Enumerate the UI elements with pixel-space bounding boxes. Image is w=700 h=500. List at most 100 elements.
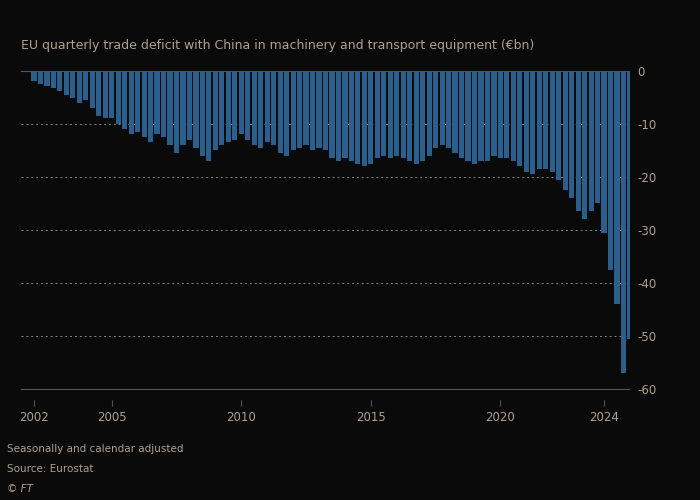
Bar xyxy=(640,70,645,302)
Bar xyxy=(349,70,354,161)
Bar xyxy=(44,70,50,86)
Bar xyxy=(116,70,121,124)
Bar xyxy=(660,70,665,225)
Bar xyxy=(368,70,373,164)
Bar xyxy=(141,70,147,137)
Bar xyxy=(679,70,685,81)
Bar xyxy=(595,70,600,204)
Bar xyxy=(485,70,490,161)
Bar xyxy=(284,70,289,156)
Bar xyxy=(70,70,76,98)
Bar xyxy=(466,70,470,161)
Bar xyxy=(206,70,211,161)
Bar xyxy=(57,70,62,91)
Bar xyxy=(245,70,251,140)
Bar xyxy=(582,70,587,220)
Bar xyxy=(161,70,166,137)
Bar xyxy=(32,70,36,81)
Bar xyxy=(187,70,192,140)
Bar xyxy=(193,70,199,148)
Bar xyxy=(446,70,452,148)
Bar xyxy=(258,70,263,148)
Bar xyxy=(122,70,127,129)
Bar xyxy=(426,70,432,156)
Bar xyxy=(382,70,386,156)
Bar xyxy=(51,70,56,88)
Bar xyxy=(290,70,295,150)
Bar xyxy=(608,70,613,270)
Bar xyxy=(148,70,153,142)
Bar xyxy=(362,70,367,166)
Bar xyxy=(174,70,179,153)
Bar xyxy=(83,70,88,100)
Bar xyxy=(647,70,652,275)
Bar xyxy=(634,70,639,323)
Bar xyxy=(517,70,522,166)
Bar xyxy=(356,70,360,164)
Bar xyxy=(64,70,69,94)
Text: EU quarterly trade deficit with China in machinery and transport equipment (€bn): EU quarterly trade deficit with China in… xyxy=(21,39,534,52)
Bar xyxy=(491,70,496,156)
Bar xyxy=(472,70,477,164)
Bar xyxy=(524,70,529,172)
Bar xyxy=(452,70,458,153)
Bar xyxy=(336,70,341,161)
Bar xyxy=(621,70,626,374)
Bar xyxy=(556,70,561,180)
Bar xyxy=(199,70,205,156)
Bar xyxy=(297,70,302,148)
Bar xyxy=(394,70,400,156)
Bar xyxy=(388,70,393,158)
Text: Seasonally and calendar adjusted: Seasonally and calendar adjusted xyxy=(7,444,183,454)
Bar xyxy=(316,70,321,148)
Bar xyxy=(569,70,574,198)
Bar xyxy=(109,70,114,118)
Bar xyxy=(330,70,335,158)
Bar xyxy=(374,70,380,158)
Bar xyxy=(407,70,412,161)
Bar xyxy=(459,70,464,158)
Bar xyxy=(433,70,438,148)
Bar xyxy=(653,70,659,246)
Bar xyxy=(601,70,607,233)
Bar xyxy=(129,70,134,134)
Bar xyxy=(135,70,140,132)
Bar xyxy=(232,70,237,140)
Bar xyxy=(627,70,633,339)
Bar xyxy=(219,70,225,145)
Bar xyxy=(414,70,419,164)
Bar xyxy=(323,70,328,150)
Bar xyxy=(673,70,678,188)
Text: © FT: © FT xyxy=(7,484,33,494)
Bar xyxy=(310,70,315,150)
Bar xyxy=(550,70,555,172)
Bar xyxy=(103,70,108,118)
Bar xyxy=(589,70,594,212)
Bar xyxy=(498,70,503,158)
Bar xyxy=(38,70,43,84)
Bar xyxy=(278,70,283,153)
Bar xyxy=(420,70,426,161)
Bar xyxy=(615,70,620,304)
Bar xyxy=(537,70,542,169)
Bar xyxy=(563,70,568,190)
Bar xyxy=(265,70,270,142)
Text: Source: Eurostat: Source: Eurostat xyxy=(7,464,94,474)
Bar xyxy=(239,70,244,134)
Bar xyxy=(478,70,484,161)
Bar xyxy=(90,70,95,108)
Bar xyxy=(440,70,444,145)
Bar xyxy=(251,70,257,145)
Bar xyxy=(96,70,101,116)
Bar xyxy=(543,70,548,169)
Bar xyxy=(271,70,277,145)
Bar xyxy=(225,70,231,142)
Bar xyxy=(530,70,536,174)
Bar xyxy=(666,70,671,206)
Bar xyxy=(304,70,309,145)
Bar xyxy=(155,70,160,134)
Bar xyxy=(77,70,82,102)
Bar xyxy=(167,70,173,145)
Bar xyxy=(511,70,516,161)
Bar xyxy=(504,70,510,158)
